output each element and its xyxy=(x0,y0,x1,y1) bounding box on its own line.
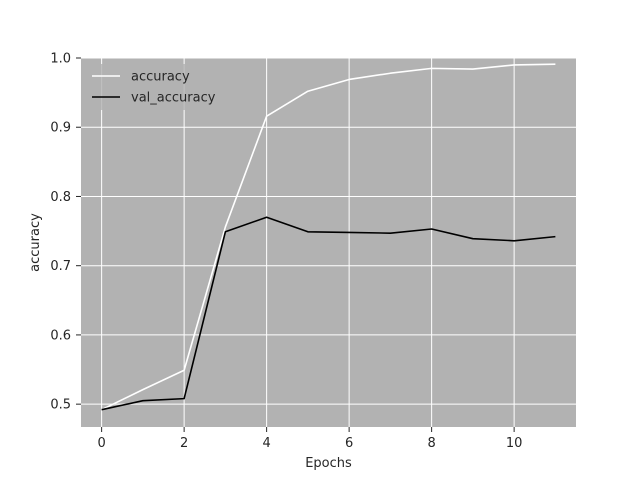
x-tick-label: 6 xyxy=(345,436,353,451)
series-layer xyxy=(101,63,556,411)
y-axis: 0.5 0.6 0.7 0.8 0.9 1.0 xyxy=(50,52,81,413)
series-line-accuracy xyxy=(101,63,556,411)
legend-box xyxy=(87,64,227,110)
y-tick-label: 0.9 xyxy=(50,121,71,136)
y-tick-label: 0.5 xyxy=(50,398,71,413)
y-tick-label: 0.6 xyxy=(50,328,71,343)
legend-label-val_accuracy: val_accuracy xyxy=(131,91,216,106)
y-axis-label: accuracy xyxy=(28,213,43,272)
x-tick-label: 10 xyxy=(506,436,523,451)
x-tick-label: 0 xyxy=(97,436,105,451)
y-tick-label: 1.0 xyxy=(50,52,71,67)
legend: accuracy val_accuracy xyxy=(87,64,227,110)
x-axis-label: Epochs xyxy=(305,456,352,471)
plot-area xyxy=(81,58,576,427)
series-line-val_accuracy xyxy=(101,216,556,411)
x-tick-label: 2 xyxy=(180,436,188,451)
x-tick-label: 8 xyxy=(427,436,435,451)
x-axis: 0 2 4 6 8 10 xyxy=(97,427,522,451)
grid-lines xyxy=(81,57,576,427)
y-tick-label: 0.8 xyxy=(50,190,71,205)
x-tick-label: 4 xyxy=(262,436,270,451)
y-tick-label: 0.7 xyxy=(50,259,71,274)
legend-label-accuracy: accuracy xyxy=(131,70,190,85)
